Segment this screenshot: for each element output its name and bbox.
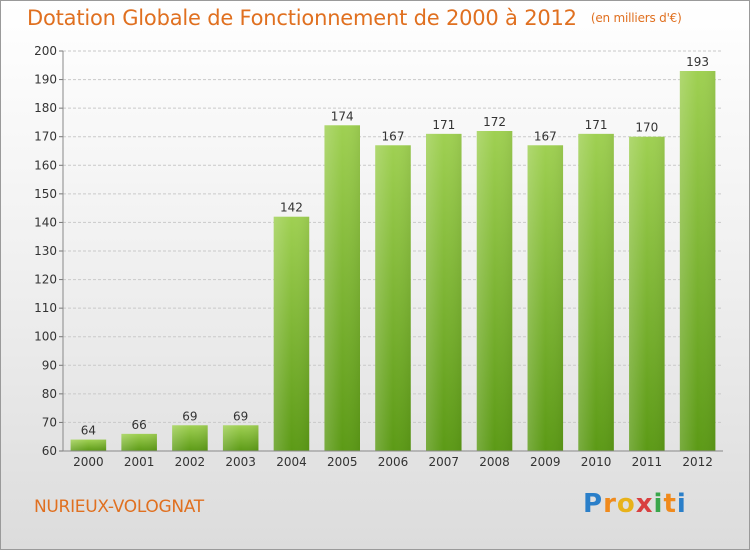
x-tick-label: 2009 <box>530 455 561 469</box>
x-tick-label: 2005 <box>327 455 358 469</box>
y-tick-label: 150 <box>34 187 57 201</box>
data-label: 69 <box>233 409 248 423</box>
y-tick-label: 70 <box>42 415 57 429</box>
x-tick-label: 2002 <box>175 455 206 469</box>
y-axis: 60 70 80 90 100 110 120 130 140 150 160 170 180 190 20… <box>34 44 64 458</box>
logo-letter: i <box>676 489 687 519</box>
logo-letter: t <box>663 489 677 519</box>
x-tick-label: 2010 <box>581 455 612 469</box>
y-tick-label: 140 <box>34 215 57 229</box>
data-label: 170 <box>635 121 658 135</box>
x-tick-label: 2000 <box>73 455 104 469</box>
data-label: 167 <box>534 129 557 143</box>
bar-shine <box>476 131 513 451</box>
y-tick-label: 60 <box>42 444 57 458</box>
data-label: 66 <box>132 418 147 432</box>
data-label: 64 <box>81 424 96 438</box>
bar-shine <box>324 125 360 452</box>
x-tick-label: 2004 <box>276 455 307 469</box>
y-tick-label: 90 <box>42 358 57 372</box>
x-tick-label: 2007 <box>428 455 459 469</box>
y-tick-label: 130 <box>34 244 57 258</box>
x-tick-label: 2006 <box>378 455 409 469</box>
bar-shine <box>222 425 259 451</box>
bar-shine <box>578 133 614 451</box>
data-label: 69 <box>182 409 197 423</box>
x-tick-label: 2012 <box>682 455 713 469</box>
y-tick-label: 160 <box>34 158 57 172</box>
x-tick-label: 2011 <box>632 455 663 469</box>
y-tick-label: 80 <box>42 387 57 401</box>
logo-letter: P <box>583 489 604 519</box>
x-tick-label: 2001 <box>124 455 155 469</box>
data-label: 171 <box>432 118 455 132</box>
logo-letter: x <box>635 489 654 519</box>
logo-letter: i <box>653 489 664 519</box>
bar-shine <box>70 439 107 451</box>
x-axis: 2000 2001 2002 2003 2004 2005 2006 2007 2008 2009… <box>63 450 723 469</box>
commune-name: NURIEUX-VOLOGNAT <box>34 497 204 517</box>
data-label: 174 <box>331 109 354 123</box>
data-label: 172 <box>483 115 506 129</box>
bar-shine <box>527 145 564 452</box>
chart-title: Dotation Globale de Fonctionnement de 20… <box>27 6 682 30</box>
proxiti-logo[interactable]: Proxiti <box>583 489 687 519</box>
bar-shine <box>273 216 310 451</box>
bar-shine <box>629 136 665 451</box>
chart-title-text: Dotation Globale de Fonctionnement de 20… <box>27 6 577 30</box>
y-tick-label: 120 <box>34 273 57 287</box>
bar-shine <box>375 145 411 452</box>
bar-shine <box>172 425 208 451</box>
logo-letter: r <box>603 489 617 519</box>
x-tick-label: 2008 <box>479 455 510 469</box>
bar-shine <box>679 71 716 451</box>
y-tick-label: 180 <box>34 101 57 115</box>
y-tick-label: 200 <box>34 44 57 58</box>
data-label: 167 <box>382 129 405 143</box>
y-tick-label: 110 <box>34 301 57 315</box>
bar-shine <box>121 433 157 451</box>
logo-letter: o <box>616 489 636 519</box>
y-tick-label: 190 <box>34 73 57 87</box>
y-tick-label: 100 <box>34 330 57 344</box>
x-tick-label: 2003 <box>225 455 256 469</box>
chart-subtitle: (en milliers d'€) <box>590 11 682 25</box>
data-label: 171 <box>585 118 608 132</box>
bars: 64 66 69 69 142 174 167 171 172 167 171 170 193 <box>70 55 716 452</box>
bar-shine <box>426 133 462 451</box>
data-label: 142 <box>280 201 303 215</box>
y-tick-label: 170 <box>34 130 57 144</box>
data-label: 193 <box>686 55 709 69</box>
